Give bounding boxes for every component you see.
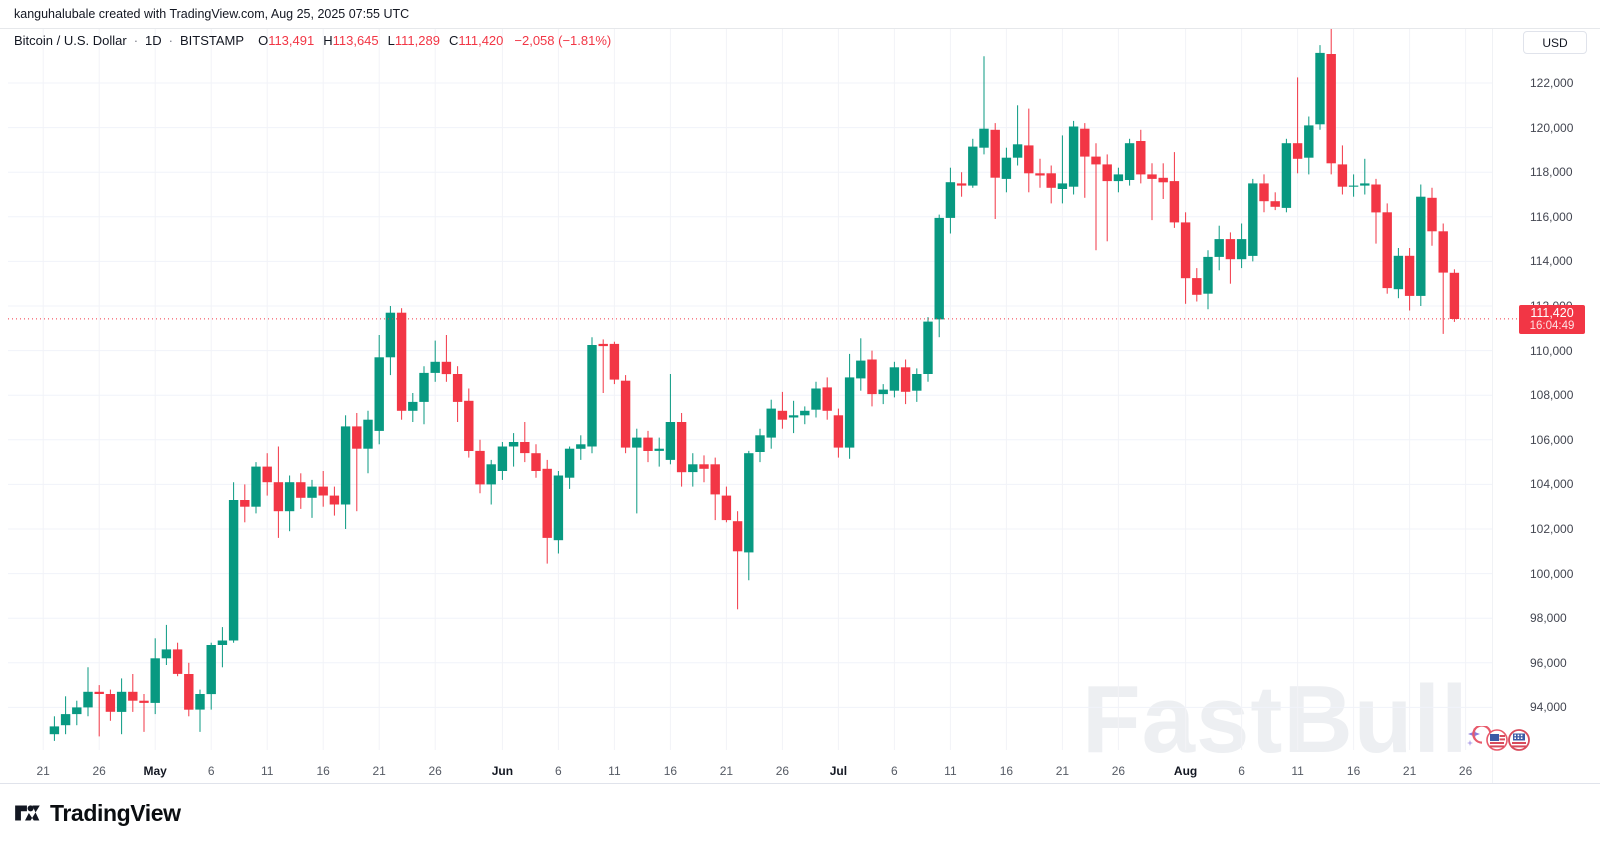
last-price-value: 111,420 xyxy=(1530,305,1574,320)
footer-bar: TradingView xyxy=(0,783,1600,842)
time-tick-month-label: Aug xyxy=(1173,764,1198,778)
time-tick-label: 26 xyxy=(92,764,106,778)
symbol-title[interactable]: Bitcoin / U.S. Dollar xyxy=(14,33,127,48)
candlestick-series xyxy=(49,29,1460,741)
attribution-text: kanguhalubale created with TradingView.c… xyxy=(14,7,410,21)
ohlc-values: O113,491 H113,645 L111,289 C111,420 xyxy=(258,33,512,48)
symbol-legend: Bitcoin / U.S. Dollar · 1D · BITSTAMP O1… xyxy=(14,33,611,48)
time-tick-label: 6 xyxy=(891,764,898,778)
time-tick-label: 11 xyxy=(1291,764,1304,778)
time-tick-label: 21 xyxy=(719,764,734,778)
time-tick-label: 21 xyxy=(1055,764,1070,778)
time-tick-label: 16 xyxy=(316,764,330,778)
currency-unit-button[interactable]: USD xyxy=(1523,31,1587,54)
time-tick-label: 11 xyxy=(260,764,274,778)
time-tick-label: 26 xyxy=(1111,764,1126,778)
time-tick-label: 26 xyxy=(428,764,442,778)
time-tick-month-label: Jul xyxy=(829,764,848,778)
chart-pane[interactable]: FastBull Bitcoin / U.S. Dollar · 1D · BI… xyxy=(0,29,1600,783)
time-tick-month-label: Jun xyxy=(491,764,514,778)
time-tick-label: 11 xyxy=(608,764,621,778)
fastbull-watermark: FastBull xyxy=(1082,666,1469,773)
price-tick-label: 106,000 xyxy=(1530,432,1574,447)
bar-countdown: 16:04:49 xyxy=(1529,319,1575,332)
price-tick-label: 116,000 xyxy=(1530,209,1573,224)
tradingview-logo-icon xyxy=(15,805,40,821)
last-price-badge[interactable]: 111,420 16:04:49 xyxy=(1519,304,1585,334)
price-tick-label: 94,000 xyxy=(1530,700,1567,715)
ohlc-l: L111,289 xyxy=(387,33,440,48)
price-tick-label: 114,000 xyxy=(1530,254,1573,269)
change-value: −2,058 (−1.81%) xyxy=(514,33,612,48)
time-tick-label: 6 xyxy=(207,764,215,778)
flag-circle-icon xyxy=(1508,729,1530,751)
legend-separator: · xyxy=(168,33,174,48)
legend-separator: · xyxy=(133,33,139,48)
time-tick-label: 6 xyxy=(555,764,562,778)
time-tick-label: 21 xyxy=(372,764,386,778)
ohlc-h: H113,645 xyxy=(323,33,379,48)
flag-circle-icon xyxy=(1486,729,1508,751)
time-tick-label: 16 xyxy=(999,764,1014,778)
price-tick-label: 100,000 xyxy=(1530,566,1574,581)
tradingview-logo-text: TradingView xyxy=(50,799,181,826)
price-tick-label: 118,000 xyxy=(1530,165,1573,180)
ohlc-o: O113,491 xyxy=(258,33,315,48)
price-tick-label: 96,000 xyxy=(1530,655,1567,670)
time-tick-label: 6 xyxy=(1238,764,1245,778)
fastbull-watermark-icons xyxy=(1467,726,1530,751)
time-tick-label: 21 xyxy=(36,764,50,778)
price-axis-separator xyxy=(1492,29,1493,783)
time-tick-label: 16 xyxy=(663,764,678,778)
attribution-bar: kanguhalubale created with TradingView.c… xyxy=(0,0,1600,29)
price-tick-label: 110,000 xyxy=(1530,343,1573,358)
price-tick-label: 102,000 xyxy=(1530,522,1574,536)
exchange-label: BITSTAMP xyxy=(180,33,245,48)
price-tick-label: 108,000 xyxy=(1530,388,1574,403)
time-tick-label: 16 xyxy=(1346,764,1361,778)
time-tick-label: 26 xyxy=(775,764,790,778)
price-tick-label: 122,000 xyxy=(1530,76,1574,90)
price-tick-label: 120,000 xyxy=(1530,120,1574,135)
time-tick-month-label: May xyxy=(143,764,167,778)
time-tick-label: 26 xyxy=(1458,764,1473,778)
price-tick-label: 104,000 xyxy=(1530,477,1574,492)
ohlc-c: C111,420 xyxy=(448,33,504,48)
chart-canvas[interactable] xyxy=(0,29,1600,783)
price-tick-label: 98,000 xyxy=(1530,611,1567,626)
time-tick-label: 11 xyxy=(944,764,957,778)
tradingview-logo[interactable]: TradingView xyxy=(13,798,181,828)
time-tick-label: 21 xyxy=(1402,764,1417,778)
interval-label[interactable]: 1D xyxy=(145,33,162,48)
